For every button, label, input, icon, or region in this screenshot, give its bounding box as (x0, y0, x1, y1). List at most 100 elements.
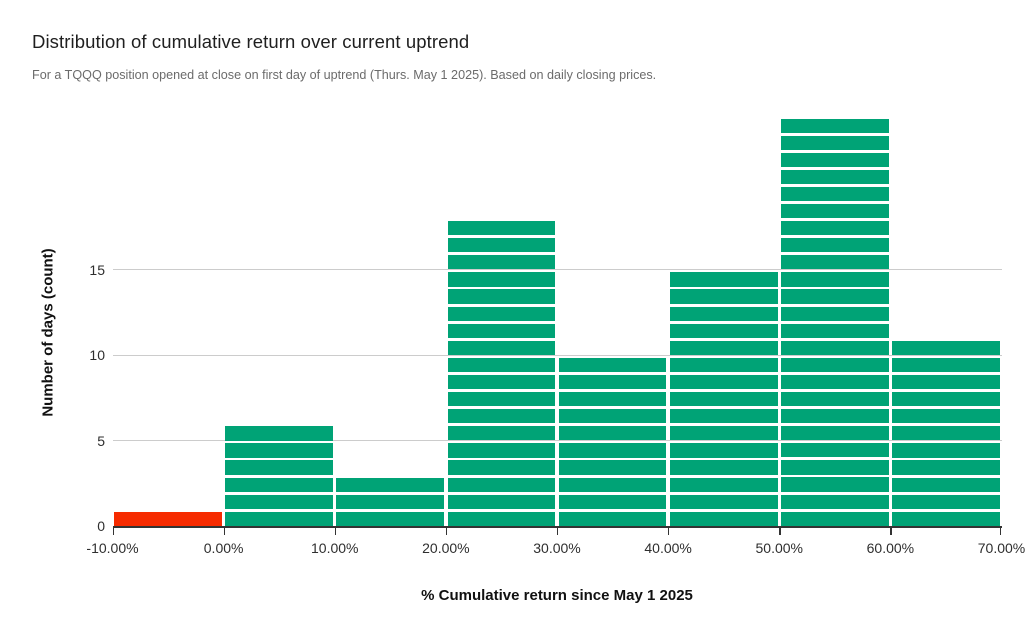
histogram-bar-0-00-to-10-00-[interactable] (225, 423, 334, 526)
bar-unit-segment (780, 423, 889, 441)
bar-unit-segment (447, 218, 556, 236)
bar-unit-segment (780, 372, 889, 390)
bar-unit-segment (780, 457, 889, 475)
bar-unit-segment (447, 338, 556, 355)
bar-unit-segment (669, 338, 778, 355)
x-tick-label-30.00%: 30.00% (533, 540, 581, 556)
plot-area (112, 98, 1002, 535)
bar-unit-segment (669, 372, 778, 390)
bar-unit-segment (558, 475, 667, 492)
histogram-bar-20-00-to-30-00-[interactable] (447, 218, 556, 526)
x-tick-mark (112, 527, 114, 535)
bar-unit-segment (669, 440, 778, 458)
bar-unit-segment (780, 338, 889, 355)
x-axis-title: % Cumulative return since May 1 2025 (421, 587, 693, 604)
x-tick-label-50.00%: 50.00% (755, 540, 803, 556)
bar-unit-segment (780, 150, 889, 167)
x-axis-line (112, 526, 1002, 528)
x-tick-mark (223, 527, 225, 535)
bar-unit-segment (892, 389, 1000, 407)
bar-unit-segment (669, 475, 778, 492)
chart-subtitle: For a TQQQ position opened at close on f… (32, 68, 657, 82)
bar-unit-segment (558, 509, 667, 526)
bar-unit-segment (892, 440, 1000, 458)
bar-unit-segment (558, 372, 667, 390)
bar-unit-segment (447, 475, 556, 492)
histogram-bar-60-00-to-70-00-[interactable] (892, 338, 1000, 526)
histogram-bar-40-00-to-50-00-[interactable] (669, 270, 778, 527)
histogram-bar--10-00-to-0-00-[interactable] (114, 509, 222, 526)
bar-unit-segment (669, 492, 778, 509)
x-tick-label--10.00%: -10.00% (86, 540, 139, 556)
x-tick-label-40.00%: 40.00% (644, 540, 692, 556)
bar-unit-segment (892, 509, 1000, 526)
bar-unit-segment (669, 458, 778, 475)
bar-unit-segment (780, 269, 889, 287)
bar-unit-segment (447, 252, 556, 270)
bar-unit-segment (780, 509, 889, 526)
x-tick-label-60.00%: 60.00% (866, 540, 915, 556)
bar-unit-segment (669, 389, 778, 407)
bar-unit-segment (780, 355, 889, 373)
bar-unit-segment (447, 509, 556, 526)
x-tick-mark (557, 527, 559, 535)
bar-unit-segment (225, 509, 334, 526)
x-tick-label-0.00%: 0.00% (203, 540, 244, 556)
bar-unit-segment (447, 406, 556, 424)
x-tick-mark (1000, 527, 1002, 535)
bar-unit-segment (225, 475, 334, 492)
gridline-y15 (112, 269, 1002, 270)
bar-unit-segment (447, 235, 556, 253)
bar-unit-segment (447, 423, 556, 441)
bar-unit-segment (780, 492, 889, 509)
bar-unit-segment (780, 321, 889, 338)
bar-unit-segment (892, 492, 1000, 509)
y-tick-label-0: 0 (97, 518, 105, 534)
histogram-bar-30-00-to-40-00-[interactable] (558, 355, 667, 526)
bar-unit-segment (780, 389, 889, 407)
bar-unit-segment (780, 201, 889, 219)
bar-unit-segment (780, 287, 889, 304)
x-tick-label-70.00%: 70.00% (977, 540, 1026, 556)
bar-unit-segment (892, 458, 1000, 475)
histogram-bar-50-00-to-60-00-[interactable] (780, 116, 889, 526)
bar-unit-segment (558, 458, 667, 475)
bar-unit-segment (558, 389, 667, 407)
bar-unit-segment (225, 458, 334, 475)
bar-unit-segment (780, 475, 889, 492)
bar-unit-segment (669, 355, 778, 373)
y-axis-title: Number of days (count) (39, 248, 57, 417)
bar-unit-segment (780, 252, 889, 270)
bar-unit-segment (780, 218, 889, 236)
x-tick-mark (668, 527, 670, 535)
bar-unit-segment (225, 441, 334, 458)
bar-unit-segment (669, 304, 778, 321)
bar-unit-segment (669, 509, 778, 526)
bar-unit-segment (225, 423, 334, 441)
bar-unit-segment (669, 270, 778, 287)
bar-unit-segment (558, 406, 667, 424)
bar-unit-segment (780, 235, 889, 253)
bar-unit-segment (336, 509, 445, 526)
bar-unit-segment (780, 304, 889, 321)
bar-unit-segment (558, 440, 667, 458)
bar-unit-segment (447, 304, 556, 321)
x-tick-mark (445, 527, 448, 535)
chart-title: Distribution of cumulative return over c… (32, 31, 470, 52)
bar-unit-segment (447, 287, 556, 304)
bar-unit-segment (780, 167, 889, 184)
bar-unit-segment (892, 475, 1000, 492)
bar-unit-segment (447, 269, 556, 287)
x-tick-label-20.00%: 20.00% (422, 540, 470, 556)
bar-unit-segment (892, 338, 1000, 355)
bar-unit-segment (892, 372, 1000, 390)
bar-unit-segment (669, 423, 778, 441)
x-tick-mark (334, 527, 337, 535)
gridline-y5 (112, 440, 1002, 441)
bar-unit-segment (447, 492, 556, 509)
bar-unit-segment (336, 475, 445, 492)
bar-unit-segment (558, 355, 667, 373)
y-tick-label-10: 10 (89, 347, 105, 363)
histogram-bar-10-00-to-20-00-[interactable] (336, 475, 445, 526)
